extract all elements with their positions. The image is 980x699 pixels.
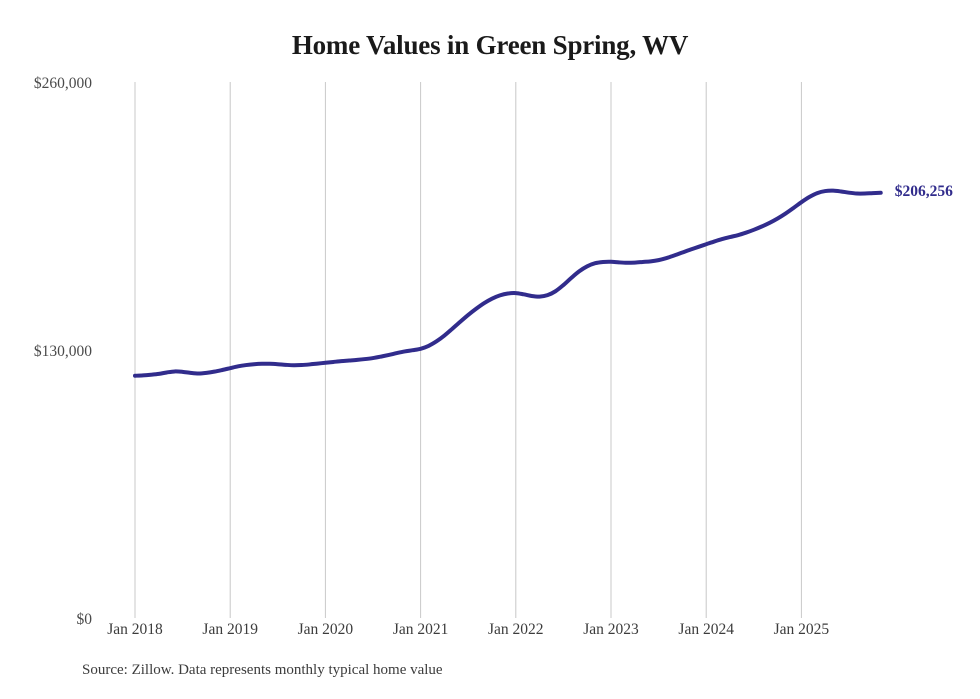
x-axis-tick-jan-2019: Jan 2019 [202,621,258,638]
chart-title: Home Values in Green Spring, WV [291,30,689,60]
y-axis-tick-bottom: $0 [76,611,93,628]
endpoint-value-label: $206,256 [894,182,953,200]
x-axis-tick-jan-2021: Jan 2021 [392,621,449,638]
y-axis-tick-top: $260,000 [33,75,92,92]
x-axis-tick-jan-2022: Jan 2022 [488,621,544,638]
y-axis-tick-mid: $130,000 [33,343,92,360]
x-axis-tick-jan-2018: Jan 2018 [107,621,163,638]
gridlines [134,82,802,618]
x-axis-tick-jan-2025: Jan 2025 [773,621,830,638]
x-axis-tick-jan-2024: Jan 2024 [678,621,734,638]
x-axis-tick-jan-2020: Jan 2020 [297,621,354,638]
value-line [133,188,883,378]
x-axis-tick-jan-2023: Jan 2023 [583,621,639,638]
source-note: Source: Zillow. Data represents monthly … [82,662,443,678]
